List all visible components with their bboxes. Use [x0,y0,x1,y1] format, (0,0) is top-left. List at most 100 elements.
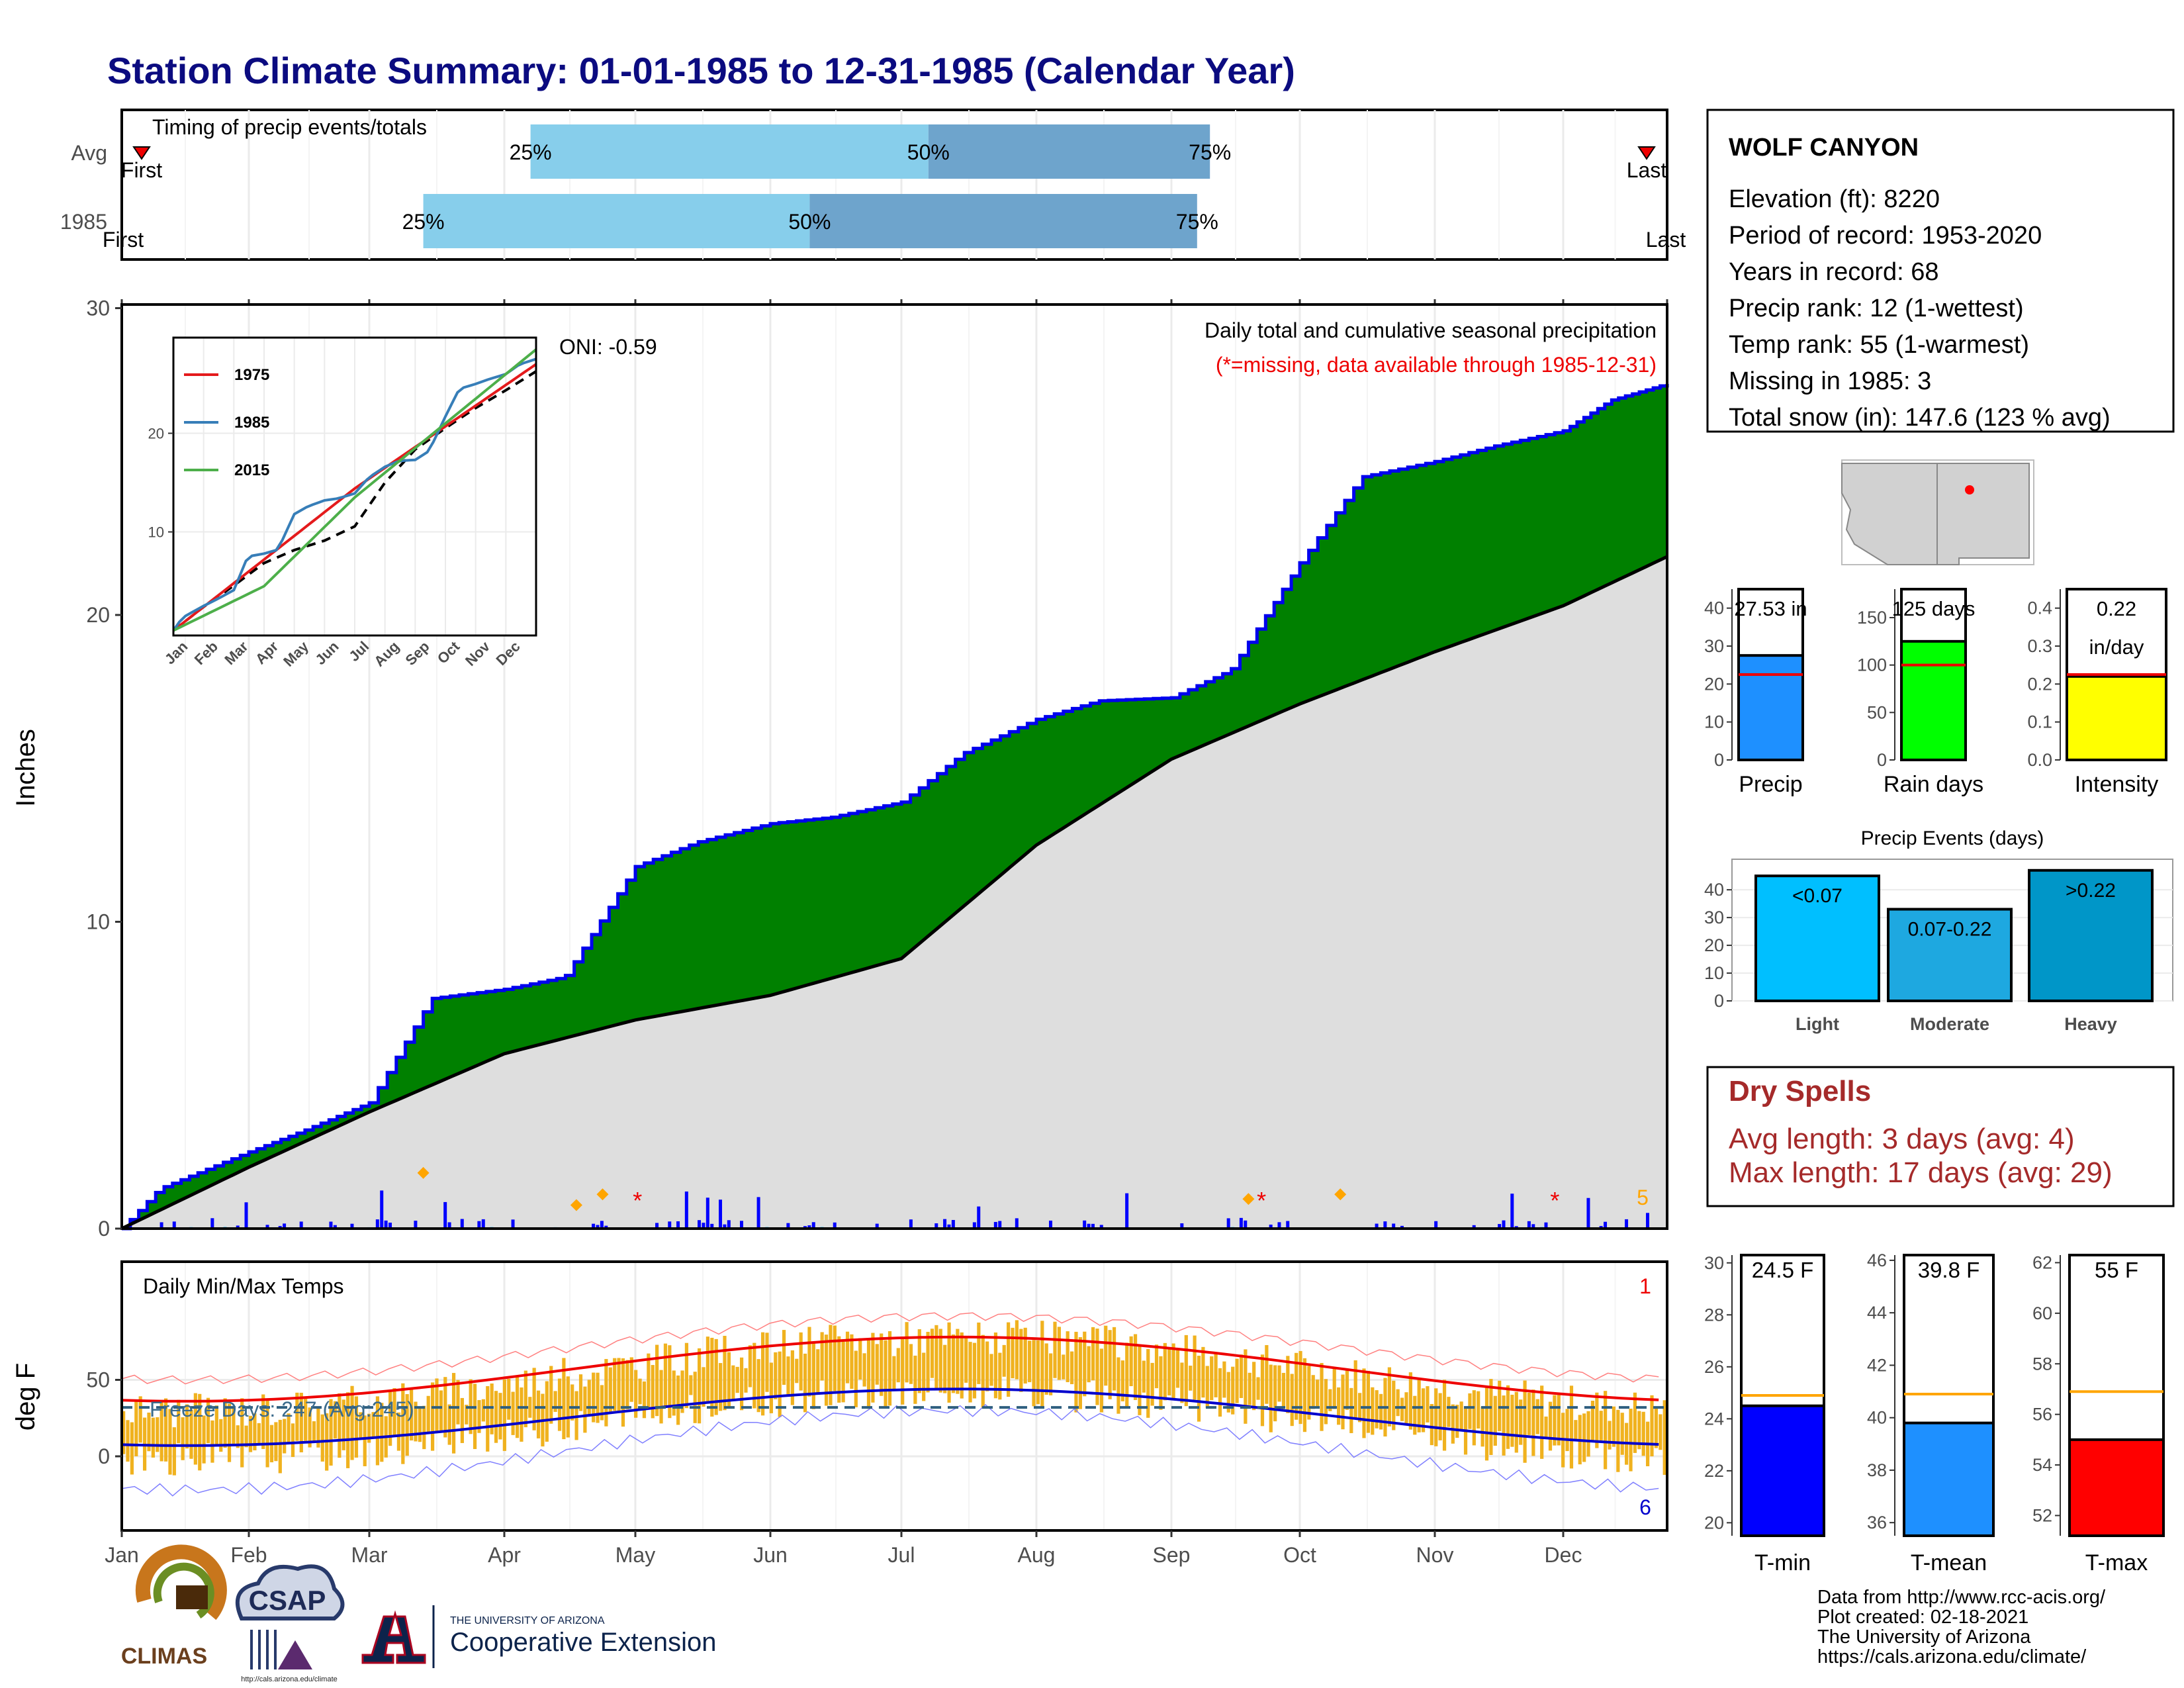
daily-temp-bar [960,1332,964,1399]
daily-temp-bar [1345,1370,1349,1410]
daily-temp-bar [968,1342,972,1403]
daily-precip-bar [1472,1225,1476,1229]
daily-temp-bar [232,1407,236,1446]
daily-temp-bar [583,1386,587,1433]
daily-temp-bar [1295,1352,1298,1420]
daily-temp-bar [752,1342,756,1409]
daily-temp-bar [422,1405,426,1450]
daily-temp-bar [126,1420,130,1462]
daily-temp-bar [1595,1392,1599,1448]
events-bar-label: Moderate [1910,1014,1989,1034]
timing-q50-label: 50% [788,210,831,234]
svg-text:Cooperative Extension: Cooperative Extension [450,1628,716,1657]
daily-temp-bar [993,1332,998,1399]
temp-bar-label: T-mean [1911,1550,1987,1575]
daily-temp-bar [388,1389,392,1446]
daily-temp-bar [938,1329,942,1393]
daily-temp-bar [1074,1331,1078,1413]
daily-temp-bar [1586,1411,1590,1457]
climas-logo: CLIMAS [121,1544,227,1669]
daily-temp-bar [1226,1372,1230,1413]
daily-temp-bar [841,1341,845,1403]
daily-temp-bar [795,1358,799,1383]
daily-temp-bar [1442,1380,1447,1451]
daily-temp-bar [1214,1353,1218,1397]
daily-precip-bar [1544,1222,1548,1229]
temp-bar-tick-label: 58 [2032,1354,2052,1374]
daily-temp-bar [392,1388,396,1436]
daily-temp-bar [181,1417,185,1460]
heavy-precip-marker [570,1199,582,1211]
daily-precip-bar [655,1223,659,1229]
daily-temp-bar [1290,1374,1294,1427]
events-bar-label: Heavy [2064,1014,2117,1034]
daily-temp-bar [608,1367,612,1414]
daily-temp-bar [824,1335,829,1406]
timing-title: Timing of precip events/totals [152,115,427,139]
daily-temp-bar [236,1425,240,1448]
daily-temp-bar [1523,1380,1527,1463]
month-label-jul: Jul [888,1543,915,1567]
daily-precip-bar [702,1223,705,1229]
daily-temp-bar [1590,1401,1595,1441]
inset-2015-line [173,348,537,632]
daily-temp-bar [981,1335,985,1408]
footer-line-0: Data from http://www.rcc-acis.org/ [1817,1587,2106,1608]
month-label-aug: Aug [1018,1543,1056,1567]
logos: CLIMAS CSAP http://cals.arizona.edu/clim… [121,1544,716,1683]
temp-bar-tick-label: 46 [1867,1250,1887,1270]
daily-temp-bar [1171,1343,1175,1399]
daily-temp-bar [587,1380,591,1415]
daily-temp-bar [219,1419,223,1452]
daily-precip-bar [460,1219,464,1229]
daily-precip-bar [833,1222,837,1229]
daily-temp-bar [1231,1366,1235,1415]
daily-temp-bar [536,1390,541,1438]
daily-temp-bar [1002,1344,1006,1377]
daily-temp-bar [807,1327,811,1397]
temp-bar-tick-label: 36 [1867,1513,1887,1532]
daily-precip-bar [1383,1221,1387,1229]
mini-tick-label: 40 [1704,598,1724,618]
daily-temp-bar [1248,1372,1251,1405]
daily-precip-bar [1015,1218,1019,1229]
daily-temp-bar [1548,1401,1553,1451]
daily-temp-bar [998,1352,1002,1400]
daily-temp-bar [1396,1389,1400,1417]
temp-bar-value: 55 F [2095,1258,2138,1282]
daily-temp-bar [629,1357,633,1402]
temp-bar-tick-label: 26 [1704,1357,1724,1377]
timing-bars: 25% 50% 75% 25% 50% 75% [402,124,1231,248]
daily-precip-bar [1125,1193,1129,1229]
daily-temp-bar [1349,1387,1353,1433]
daily-precip-bar [943,1219,947,1229]
daily-precip-bar [1625,1219,1629,1229]
daily-temp-bar [1447,1397,1451,1427]
timing-q50-q75-bar [928,124,1210,179]
month-label-oct: Oct [1283,1543,1316,1567]
daily-precip-bar [443,1201,447,1229]
events-bar-range: <0.07 [1792,885,1843,907]
daily-temp-bar [1044,1343,1048,1395]
daily-temp-bar [283,1419,287,1454]
daily-temp-bar [1133,1334,1138,1400]
daily-temp-bar [371,1412,375,1438]
daily-temp-bar [367,1413,371,1443]
daily-temp-bar [596,1372,600,1423]
daily-temp-bar [917,1329,921,1393]
daily-temp-bar [1146,1348,1150,1418]
daily-temp-bar [1104,1325,1108,1386]
daily-temp-bar [1362,1368,1366,1438]
first-marker-icon [132,146,151,160]
temp-corner-top: 1 [1639,1274,1651,1298]
station-line-5: Missing in 1985: 3 [1729,367,1931,395]
daily-temp-bar [989,1354,993,1386]
mini-tick-label: 0.0 [2027,750,2052,770]
cumulative-precip-line [122,384,1669,1231]
new-mexico-shape [1936,463,2030,565]
daily-temp-bar [1498,1380,1502,1431]
daily-temp-bar [604,1358,608,1427]
daily-temp-bar [1260,1354,1265,1427]
daily-temp-bar [778,1351,782,1417]
daily-temp-bar [1205,1366,1209,1408]
